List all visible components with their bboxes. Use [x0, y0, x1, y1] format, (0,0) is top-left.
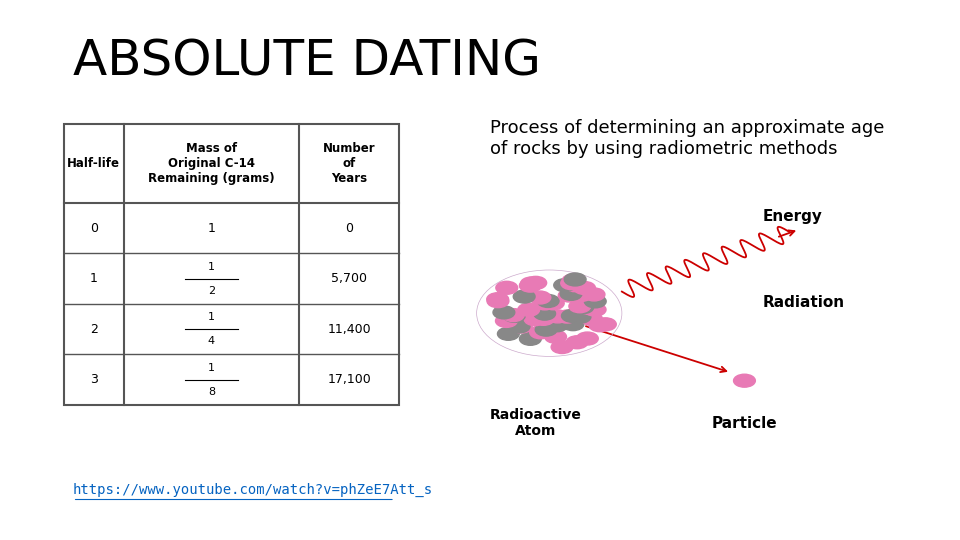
Circle shape [525, 276, 546, 289]
Circle shape [508, 320, 530, 333]
Circle shape [583, 288, 605, 301]
Circle shape [733, 374, 756, 387]
Circle shape [487, 293, 509, 306]
Text: Number
of
Years: Number of Years [323, 142, 375, 185]
Circle shape [570, 288, 592, 301]
Circle shape [574, 281, 595, 294]
Circle shape [546, 319, 568, 332]
Text: 1: 1 [208, 312, 215, 322]
Circle shape [564, 279, 586, 292]
Circle shape [572, 301, 593, 314]
Circle shape [542, 297, 564, 310]
Circle shape [585, 303, 606, 316]
Circle shape [579, 301, 600, 314]
Circle shape [576, 332, 598, 345]
Circle shape [497, 327, 519, 340]
Circle shape [519, 332, 541, 345]
Circle shape [530, 326, 551, 339]
Text: 0: 0 [90, 221, 98, 234]
Circle shape [564, 273, 586, 286]
Text: Radiation: Radiation [762, 295, 845, 310]
Text: 3: 3 [90, 373, 98, 386]
Text: 11,400: 11,400 [327, 323, 371, 336]
Circle shape [551, 341, 573, 354]
Text: Mass of
Original C-14
Remaining (grams): Mass of Original C-14 Remaining (grams) [148, 142, 275, 185]
Circle shape [544, 330, 566, 343]
Text: 1: 1 [207, 221, 215, 234]
Text: Half-life: Half-life [67, 157, 120, 170]
Circle shape [562, 309, 584, 322]
Circle shape [581, 312, 602, 325]
Circle shape [589, 319, 611, 332]
Circle shape [561, 276, 583, 289]
Circle shape [538, 294, 559, 307]
Circle shape [514, 290, 535, 303]
Text: 2: 2 [90, 323, 98, 336]
Circle shape [502, 309, 524, 322]
Text: 1: 1 [90, 272, 98, 285]
Circle shape [533, 312, 554, 325]
Text: Particle: Particle [711, 416, 778, 431]
Circle shape [559, 289, 580, 302]
Text: ABSOLUTE DATING: ABSOLUTE DATING [73, 38, 540, 86]
Circle shape [536, 323, 557, 336]
Circle shape [503, 309, 525, 322]
Circle shape [534, 297, 556, 310]
Circle shape [560, 287, 582, 300]
Text: 0: 0 [345, 221, 353, 234]
Circle shape [495, 314, 517, 327]
Circle shape [563, 274, 584, 287]
Circle shape [524, 313, 546, 326]
Bar [63, 124, 399, 405]
Circle shape [520, 277, 542, 290]
Circle shape [554, 279, 576, 292]
Circle shape [569, 300, 590, 313]
Text: Energy: Energy [762, 208, 823, 224]
Circle shape [517, 303, 540, 316]
Circle shape [493, 306, 515, 319]
Text: 8: 8 [207, 387, 215, 396]
Circle shape [511, 320, 532, 333]
Circle shape [569, 310, 591, 323]
Circle shape [534, 307, 556, 320]
Text: https://www.youtube.com/watch?v=phZeE7Att_s: https://www.youtube.com/watch?v=phZeE7At… [73, 483, 433, 497]
Text: 17,100: 17,100 [327, 373, 371, 386]
Text: 1: 1 [208, 363, 215, 373]
Circle shape [525, 312, 547, 325]
Circle shape [556, 310, 578, 323]
Text: 1: 1 [208, 262, 215, 272]
Circle shape [585, 295, 606, 308]
Circle shape [566, 336, 588, 349]
Text: 5,700: 5,700 [331, 272, 367, 285]
Text: 2: 2 [207, 286, 215, 295]
Circle shape [519, 279, 541, 292]
Circle shape [496, 281, 517, 294]
Circle shape [547, 310, 568, 323]
Circle shape [487, 295, 509, 308]
Text: Radioactive
Atom: Radioactive Atom [490, 408, 582, 438]
Circle shape [594, 318, 616, 331]
Circle shape [529, 291, 551, 304]
Circle shape [527, 312, 549, 325]
Text: Process of determining an approximate age
of rocks by using radiometric methods: Process of determining an approximate ag… [491, 119, 884, 158]
Text: 4: 4 [207, 336, 215, 346]
Circle shape [562, 318, 584, 330]
